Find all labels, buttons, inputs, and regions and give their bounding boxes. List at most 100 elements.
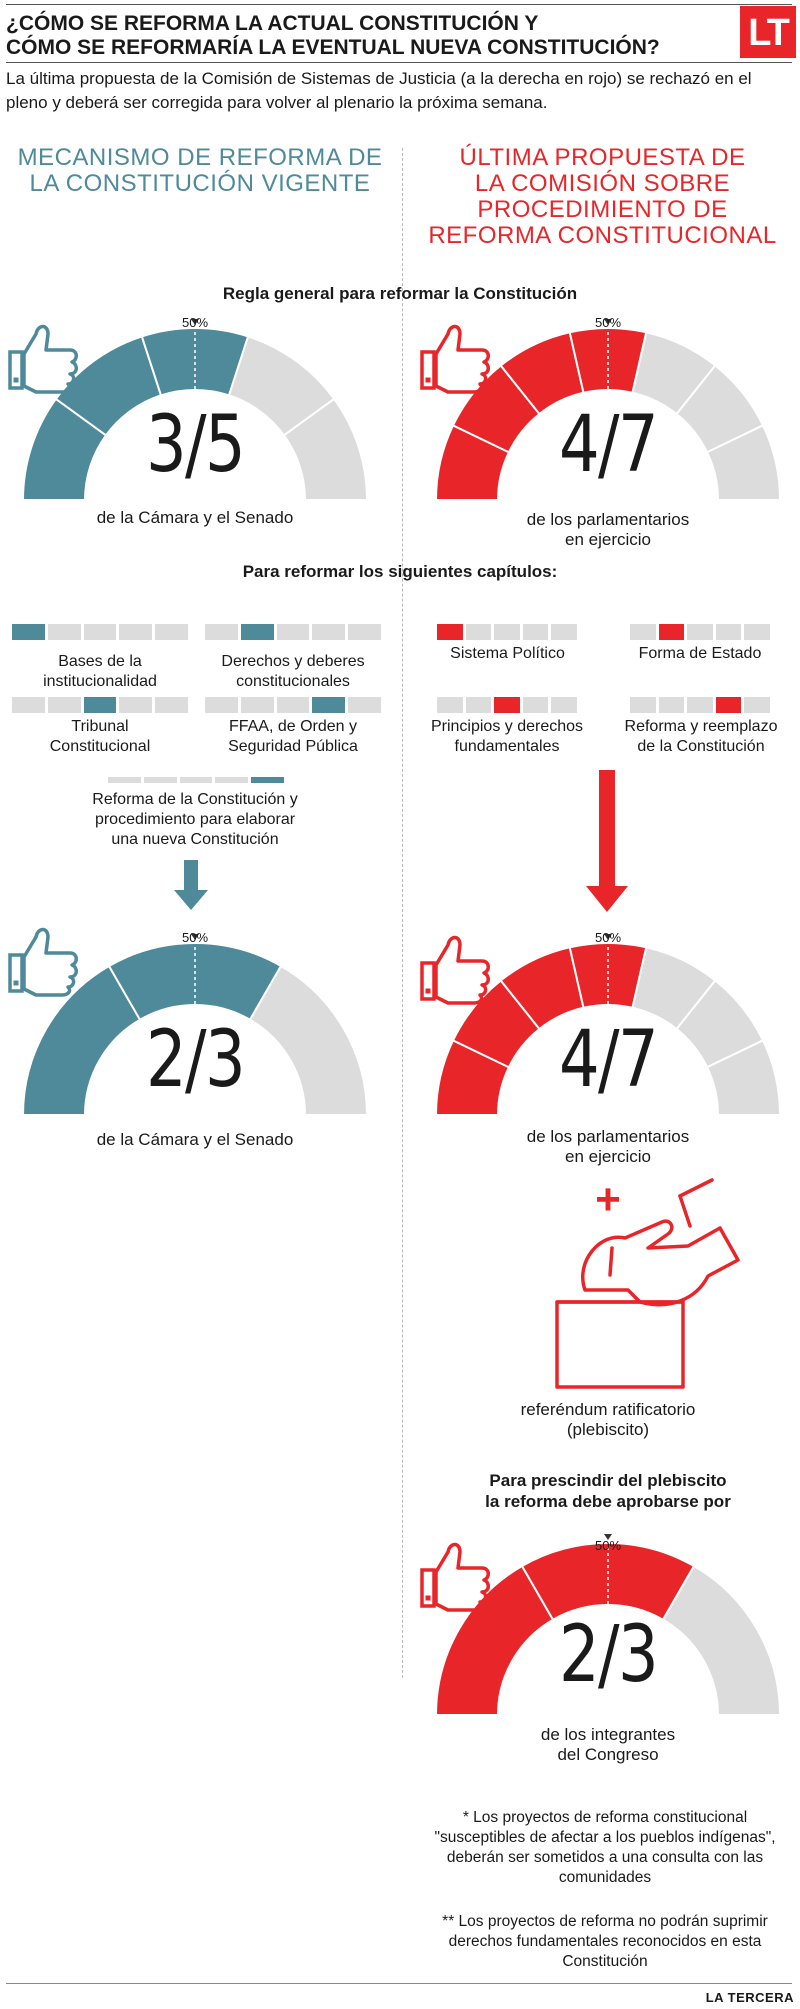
gauge-caption-line: en ejercicio [565,530,651,549]
chapter-bar-segment [205,697,238,713]
chapter-label-line: Derechos y deberes [221,653,365,670]
chapter-bar [205,624,381,640]
gauge-midpoint-marker [191,934,199,940]
gauge-segment [705,1039,782,1116]
chapter-label: Principios y derechos fundamentales [412,717,602,757]
chapter-bar-segment [465,624,492,640]
chapter-bar-segment [658,624,685,640]
chapter-bar-segment [12,624,45,640]
chapter-item [630,624,770,640]
chapter-item: Tribunal Constitucional [12,697,188,757]
chapter-label: Reforma y reemplazo de la Constitución [610,717,792,757]
gauge-fraction: 2/3 [558,1610,659,1700]
gauge-caption-line: de los parlamentarios [526,1127,690,1146]
skip-heading-line: la reforma debe aprobarse por [485,1492,731,1511]
right-heading-line: REFORMA CONSTITUCIONAL [428,222,777,249]
title-line-1: ¿CÓMO SE REFORMA LA ACTUAL CONSTITUCIÓN … [6,12,539,35]
chapter-label: Derechos y deberes constitucionales [205,652,381,692]
chapter-label-line: fundamentales [454,738,560,755]
gauge-percent-label: 50% [181,930,209,945]
gauge-percent-label: 50% [594,1538,622,1553]
gauge-segment [248,964,369,1116]
bottom-rule [6,1983,792,1984]
chapter-label: Sistema Político [450,645,565,662]
chapter-label-line: Principios y derechos [430,718,584,735]
left-heading: MECANISMO DE REFORMA DE LA CONSTITUCIÓN … [10,145,390,197]
chapter-bar-segment [215,777,249,783]
chapter-bar-segment [276,697,310,713]
chapter-bar-segment [205,624,238,640]
chapter-label-line: Tribunal [71,718,129,735]
gauge-segment [661,1564,782,1716]
chapter-bar-segment [551,697,577,713]
chapter-bar-segment [108,777,141,783]
chapter-bar-segment [119,624,153,640]
chapters-heading: Para reformar los siguientes capítulos: [242,562,558,581]
chapter-bar [205,697,381,713]
gauge-caption-line: de la Cámara y el Senado [96,508,294,527]
chapter-item: FFAA, de Orden y Seguridad Pública [205,697,381,757]
chapter-bar-segment [494,624,520,640]
plus-sign: + [595,1175,621,1224]
chapter-label: Tribunal Constitucional [12,717,188,757]
column-divider [402,148,403,1678]
chapter-label: Bases de la institucionalidad [12,652,188,692]
arrow-down-icon [586,770,628,912]
gauge-caption-line: del Congreso [557,1745,659,1764]
gauge-midpoint-marker [191,319,199,325]
chapter-item [108,777,284,783]
chapter-bar-segment [437,697,463,713]
footnote: ** Los proyectos de reforma no podrán su… [442,1913,768,1970]
footer-brand: LA TERCERA [705,1990,794,2005]
title-line-2: CÓMO SE REFORMARÍA LA EVENTUAL NUEVA CON… [6,36,660,59]
referendum-line: referéndum ratificatorio [520,1400,696,1419]
page-title: ¿CÓMO SE REFORMA LA ACTUAL CONSTITUCIÓN … [6,12,706,60]
chapter-label-line: FFAA, de Orden y [228,718,358,735]
intro-text: La última propuesta de la Comisión de Si… [6,69,752,112]
arrow-down-icon [174,860,208,910]
chapter-bar-segment [240,697,274,713]
right-heading-line: ÚLTIMA PROPUESTA DE [459,144,746,171]
chapter-bar-segment [348,697,381,713]
gauge-caption: de la Cámara y el Senado [45,1130,345,1150]
gauge-segment [705,424,782,501]
chapter-bar [437,697,577,713]
chapter-bar-segment [687,697,713,713]
chapter-bar-segment [551,624,577,640]
thumbs-up-icon [8,927,79,997]
chapter-bar-segment [47,624,81,640]
title-rule [6,62,792,63]
chapter-item [437,697,577,713]
chapter-bar-segment [47,697,81,713]
chapter-bar-segment [630,624,656,640]
chapter-label-line: procedimiento para elaborar [94,811,296,828]
chapter-label-line: Bases de la [58,653,142,670]
top-rule [6,4,792,5]
thumbs-up-icon [420,1542,491,1612]
gauge-fraction: 2/3 [145,1015,246,1105]
thumbs-up-icon [420,935,491,1005]
gauge-caption: de los parlamentarios en ejercicio [458,510,758,550]
chapter-bar-segment [744,624,770,640]
chapter-label-line: una nueva Constitución [111,831,279,848]
left-heading-line: MECANISMO DE REFORMA DE [17,144,383,171]
chapter-item: Bases de la institucionalidad [12,624,188,692]
chapter-bar-segment [494,697,520,713]
chapter-item [437,624,577,640]
gauge-percent-label: 50% [181,315,209,330]
chapter-bar-segment [155,624,188,640]
chapter-bar [108,777,284,783]
chapter-bar-segment [687,624,713,640]
gauge-fraction: 4/7 [558,1015,659,1105]
gauge-segment [282,397,369,501]
chapter-bar-segment [522,624,549,640]
gauge-caption: de los parlamentarios en ejercicio [458,1127,758,1167]
right-heading: ÚLTIMA PROPUESTA DE LA COMISIÓN SOBRE PR… [410,145,795,249]
chapter-bar-segment [348,624,381,640]
referendum-line: (plebiscito) [566,1420,650,1439]
